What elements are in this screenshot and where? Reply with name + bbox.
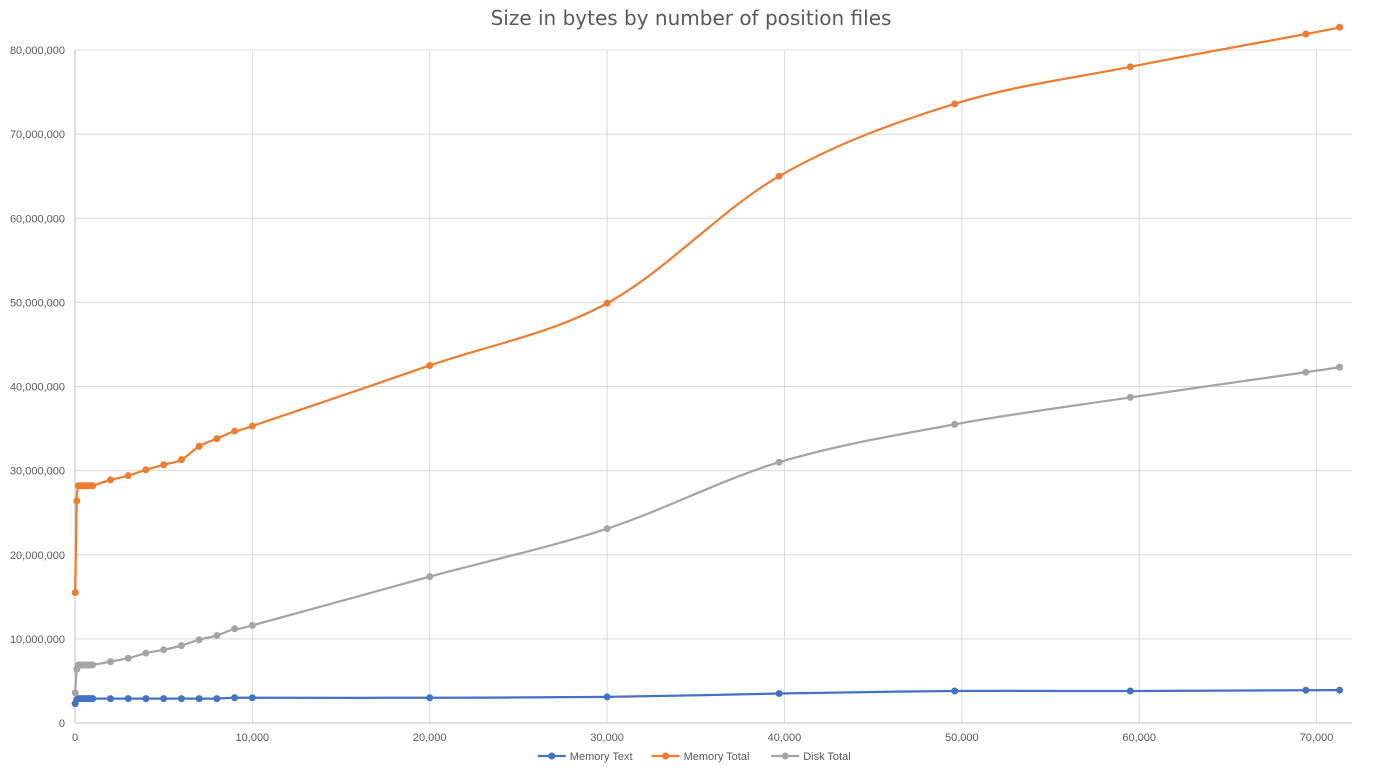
data-point — [775, 458, 783, 466]
y-tick-label: 0 — [59, 718, 65, 730]
data-point — [124, 695, 132, 703]
data-point — [426, 694, 434, 702]
legend-swatch-marker — [662, 752, 670, 760]
x-tick-label: 60,000 — [1122, 732, 1156, 744]
data-point — [1336, 363, 1344, 371]
x-tick-label: 50,000 — [945, 732, 979, 744]
data-point — [248, 694, 256, 702]
data-point — [951, 100, 959, 108]
data-point — [775, 690, 783, 698]
data-point — [603, 299, 611, 307]
data-point — [177, 456, 185, 464]
x-tick-label: 40,000 — [768, 732, 802, 744]
data-point — [1302, 686, 1310, 694]
data-point — [142, 466, 150, 474]
y-tick-label: 70,000,000 — [10, 129, 65, 141]
data-point — [231, 625, 239, 633]
data-point — [106, 695, 114, 703]
data-point — [248, 621, 256, 629]
legend-item: Disk Total — [771, 751, 851, 763]
data-point — [160, 461, 168, 469]
data-point — [160, 695, 168, 703]
data-point — [89, 482, 97, 490]
gridlines — [75, 49, 1352, 723]
series-line — [74, 366, 1340, 693]
series-memory-total — [71, 23, 1344, 597]
data-point — [775, 172, 783, 180]
x-tick-label: 0 — [72, 732, 78, 744]
data-point — [71, 589, 79, 597]
y-tick-label: 30,000,000 — [10, 466, 65, 478]
data-point — [951, 687, 959, 695]
x-tick-label: 20,000 — [413, 732, 447, 744]
data-point — [213, 435, 221, 443]
series-line — [74, 26, 1340, 593]
legend-swatch-marker — [781, 752, 789, 760]
legend-label: Memory Text — [570, 751, 633, 763]
data-point — [73, 497, 81, 505]
legend-label: Memory Total — [684, 751, 750, 763]
data-point — [124, 654, 132, 662]
data-point — [177, 642, 185, 650]
series-memory-text — [71, 686, 1344, 708]
x-tick-label: 30,000 — [590, 732, 624, 744]
data-point — [231, 427, 239, 435]
y-tick-label: 40,000,000 — [10, 382, 65, 394]
data-point — [1336, 23, 1344, 31]
x-tick-label: 10,000 — [236, 732, 270, 744]
data-point — [89, 661, 97, 669]
data-point — [603, 525, 611, 533]
data-point — [89, 695, 97, 703]
data-point — [603, 693, 611, 701]
y-tick-label: 80,000,000 — [10, 45, 65, 57]
legend-item: Memory Total — [651, 751, 750, 763]
legend-label: Disk Total — [803, 751, 850, 763]
data-point — [106, 476, 114, 484]
data-point — [71, 689, 79, 697]
data-point — [142, 649, 150, 657]
data-point — [195, 442, 203, 450]
y-tick-label: 20,000,000 — [10, 550, 65, 562]
data-point — [160, 646, 168, 654]
data-point — [195, 636, 203, 644]
series-disk-total — [71, 363, 1344, 697]
series-line — [74, 689, 1340, 705]
data-point — [213, 695, 221, 703]
data-point — [1302, 368, 1310, 376]
data-point — [426, 361, 434, 369]
series-layer — [71, 23, 1344, 708]
data-point — [124, 472, 132, 480]
data-point — [195, 695, 203, 703]
data-point — [951, 420, 959, 428]
legend: Memory Text Memory Total Disk Total — [537, 751, 851, 763]
data-point — [142, 695, 150, 703]
data-point — [426, 573, 434, 581]
legend-item: Memory Text — [537, 751, 633, 763]
data-point — [1336, 686, 1344, 694]
y-tick-label: 10,000,000 — [10, 634, 65, 646]
chart-title: Size in bytes by number of position file… — [491, 6, 892, 30]
data-point — [1126, 63, 1134, 71]
data-point — [248, 422, 256, 430]
legend-swatch-marker — [548, 752, 556, 760]
data-point — [1126, 687, 1134, 695]
data-point — [1126, 393, 1134, 401]
data-point — [1302, 30, 1310, 38]
data-point — [177, 695, 185, 703]
data-point — [231, 694, 239, 702]
data-point — [106, 658, 114, 666]
data-point — [213, 632, 221, 640]
y-tick-label: 50,000,000 — [10, 297, 65, 309]
y-tick-label: 60,000,000 — [10, 213, 65, 225]
x-tick-label: 70,000 — [1300, 732, 1334, 744]
axes: 0 10,000,000 20,000,000 30,000,000 40,000,00… — [10, 45, 1352, 744]
